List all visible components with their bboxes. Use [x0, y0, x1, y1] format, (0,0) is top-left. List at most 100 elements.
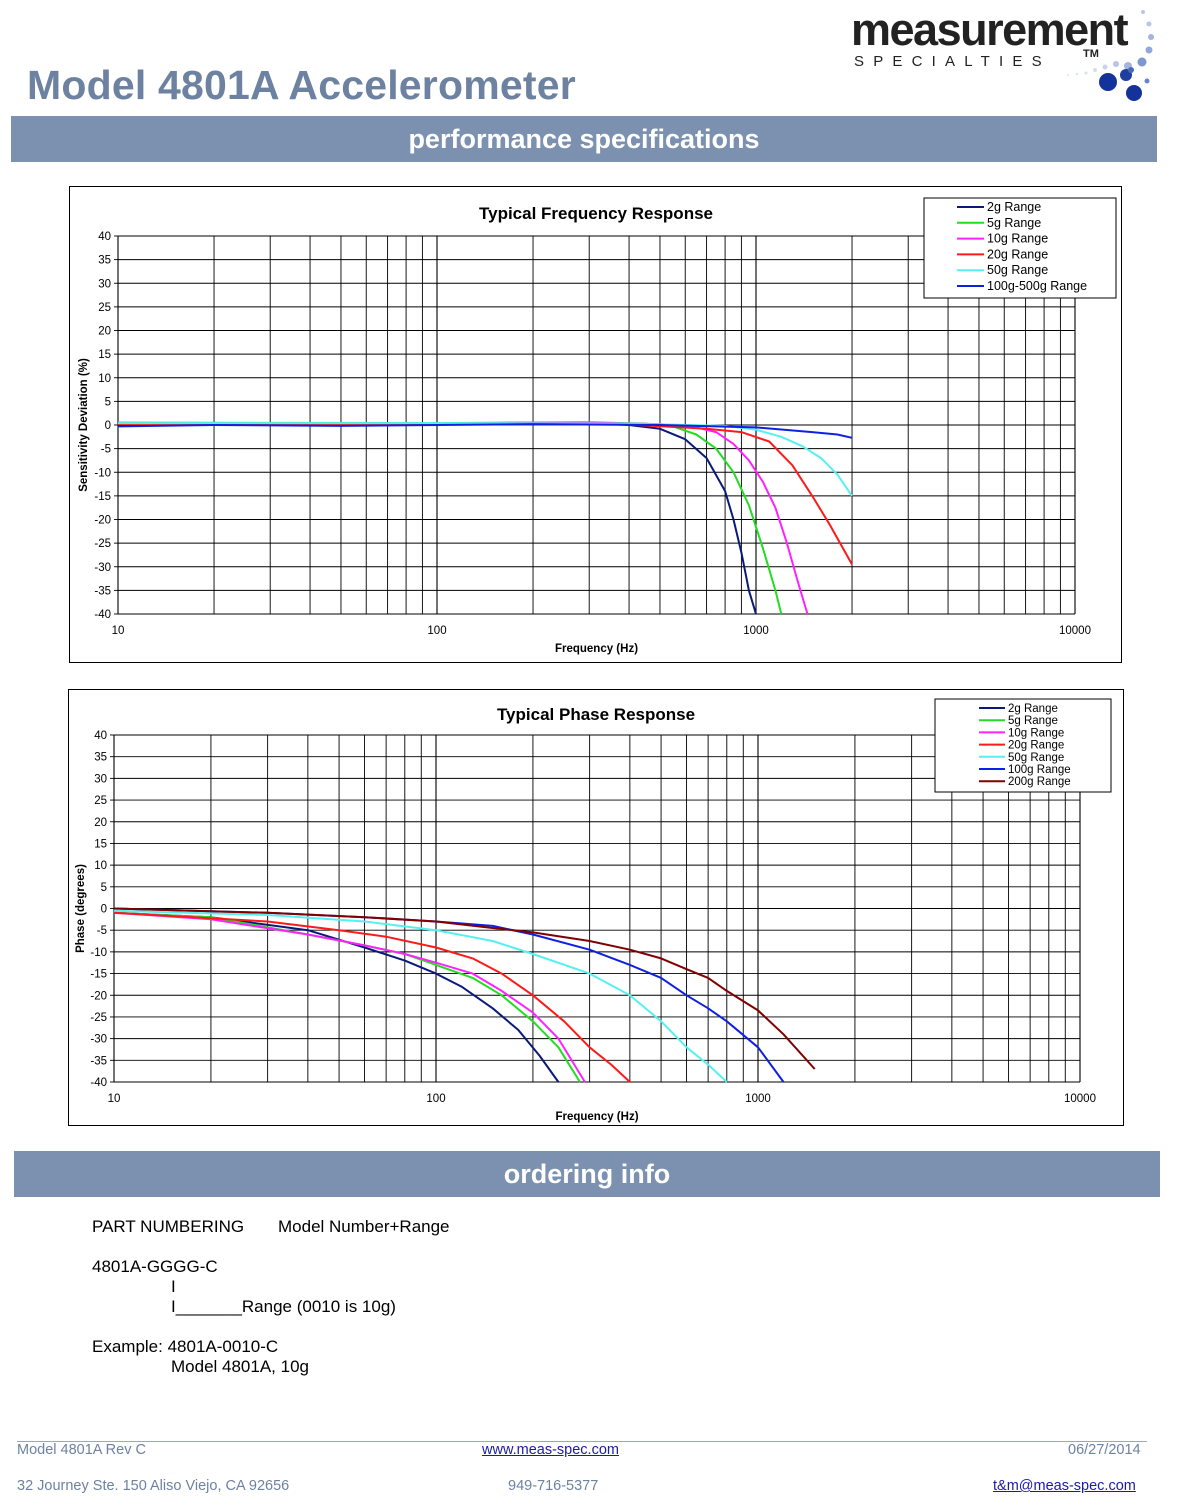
phase-legend-label-2: 10g Range: [1008, 727, 1064, 739]
freq-ytick-label: 10: [98, 373, 111, 385]
freq-ytick-label: 20: [98, 326, 111, 338]
phase-series-line-6: [113, 907, 816, 1070]
freq-ytick-label: -5: [101, 444, 111, 456]
footer-email-link[interactable]: t&m@meas-spec.com: [993, 1478, 1136, 1494]
phase-xtick-label: 1000: [745, 1093, 771, 1105]
phase-ytick-label: 10: [94, 860, 107, 872]
freq-ytick-label: -30: [94, 562, 111, 574]
freq-xtick-label: 1000: [743, 625, 769, 637]
freq-ytick-label: -10: [94, 467, 111, 479]
phase-ytick-label: -35: [90, 1055, 107, 1067]
freq-series-line-4: [118, 422, 853, 497]
phase-ytick-label: -40: [90, 1077, 107, 1089]
footer-model: Model 4801A Rev C: [17, 1442, 146, 1458]
freq-xlabel: Frequency (Hz): [555, 643, 638, 655]
phase-response-chart: 40 35 30 25 20 15 10 5 0 -5 -10 -15 -20 -25 -30 -35 -40 1…: [68, 689, 1124, 1126]
phase-legend-label-1: 5g Range: [1008, 715, 1058, 727]
phase-legend-label-3: 20g Range: [1008, 740, 1064, 752]
phase-xlabel: Frequency (Hz): [555, 1111, 638, 1123]
freq-series-line-1: [117, 421, 783, 615]
phase-legend-label-4: 50g Range: [1008, 752, 1064, 764]
footer-divider: [17, 1441, 1147, 1442]
logo-dots-graphic: [1066, 10, 1154, 101]
phase-xtick-label: 100: [426, 1093, 445, 1105]
part-numbering-label: PART NUMBERING: [92, 1217, 245, 1236]
phase-ytick-label: -15: [90, 969, 107, 981]
freq-ytick-label: 25: [98, 302, 111, 314]
phase-legend-label-6: 200g Range: [1008, 776, 1071, 788]
freq-ylabel: Sensitivity Deviation (%): [78, 358, 90, 492]
footer-address: 32 Journey Ste. 150 Aliso Viejo, CA 9265…: [17, 1478, 290, 1494]
freq-ytick-label: 5: [105, 396, 111, 408]
footer-phone: 949-716-5377: [508, 1478, 599, 1494]
range-description: I_______Range (0010 is 10g): [171, 1297, 396, 1316]
phase-ytick-label: 5: [101, 882, 107, 894]
phase-ytick-label: 15: [94, 838, 107, 850]
company-logo: measurement SPECIALTIES TM: [848, 4, 1158, 114]
phase-legend-label-5: 100g Range: [1008, 764, 1071, 776]
freq-ytick-label: -35: [94, 585, 111, 597]
example-description: Model 4801A, 10g: [171, 1357, 309, 1376]
part-numbering-value: Model Number+Range: [278, 1217, 450, 1236]
phase-series-line-4: [113, 909, 728, 1083]
phase-ytick-label: 25: [94, 795, 107, 807]
example-line: Example: 4801A-0010-C: [92, 1337, 279, 1356]
phase-xtick-label: 10: [108, 1093, 121, 1105]
freq-ytick-label: -40: [94, 609, 111, 621]
frequency-response-chart: 40 35 30 25 20 15 10 5 0 -5 -10 -15 -20 -25 -30 -35 -40 1…: [69, 186, 1122, 663]
part-code-pipe: I: [171, 1277, 176, 1296]
section-header-performance: performance specifications: [11, 116, 1157, 162]
freq-ytick-label: 40: [98, 231, 111, 243]
freq-xtick-label: 10: [112, 625, 125, 637]
phase-ytick-label: 40: [94, 730, 107, 742]
phase-ytick-label: 20: [94, 817, 107, 829]
phase-response-plot: 4035302520151050-5-10-15-20-25-30-35-401…: [75, 698, 1112, 1123]
frequency-response-plot: 4035302520151050-5-10-15-20-25-30-35-401…: [78, 197, 1117, 655]
page-title: Model 4801A Accelerometer: [27, 62, 576, 108]
phase-ytick-label: -30: [90, 1034, 107, 1046]
freq-legend-label-3: 20g Range: [987, 247, 1048, 261]
freq-legend-label-5: 100g-500g Range: [987, 279, 1087, 293]
freq-legend-box: [923, 197, 1117, 299]
phase-ylabel: Phase (degrees): [75, 864, 87, 953]
footer-date: 06/27/2014: [1068, 1442, 1141, 1458]
freq-legend-label-2: 10g Range: [987, 232, 1048, 246]
freq-title: Typical Frequency Response: [479, 204, 713, 223]
phase-ytick-label: -25: [90, 1012, 107, 1024]
freq-legend-label-1: 5g Range: [987, 216, 1041, 230]
phase-ytick-label: -5: [97, 925, 107, 937]
freq-xtick-label: 100: [427, 625, 446, 637]
phase-ytick-label: 0: [101, 904, 107, 916]
section-header-ordering: ordering info: [14, 1151, 1160, 1197]
logo-subtitle: SPECIALTIES: [854, 53, 1051, 70]
freq-ytick-label: -25: [94, 538, 111, 550]
freq-ytick-label: -15: [94, 491, 111, 503]
footer-website-link[interactable]: www.meas-spec.com: [482, 1442, 619, 1458]
part-code: 4801A-GGGG-C: [92, 1257, 218, 1276]
phase-series-line-2: [113, 911, 586, 1083]
freq-legend-label-4: 50g Range: [987, 263, 1048, 277]
freq-ytick-label: 35: [98, 255, 111, 267]
phase-series-line-0: [113, 911, 560, 1083]
phase-ytick-label: -20: [90, 990, 107, 1002]
phase-series-line-3: [113, 911, 631, 1083]
freq-ytick-label: 0: [105, 420, 111, 432]
freq-ytick-label: 30: [98, 278, 111, 290]
logo-trademark: TM: [1083, 48, 1099, 60]
phase-legend-box: [934, 698, 1112, 793]
phase-ytick-label: -10: [90, 947, 107, 959]
freq-legend-label-0: 2g Range: [987, 200, 1041, 214]
phase-ytick-label: 35: [94, 752, 107, 764]
phase-title: Typical Phase Response: [497, 705, 695, 724]
freq-series-line-2: [118, 421, 809, 615]
phase-xtick-label: 10000: [1064, 1093, 1096, 1105]
freq-xtick-label: 10000: [1059, 625, 1091, 637]
freq-ytick-label: -20: [94, 515, 111, 527]
phase-ytick-label: 30: [94, 773, 107, 785]
freq-ytick-label: 15: [98, 349, 111, 361]
freq-series-line-5: [117, 423, 853, 439]
logo-wordmark: measurement: [851, 4, 1129, 55]
phase-legend-label-0: 2g Range: [1008, 703, 1058, 715]
